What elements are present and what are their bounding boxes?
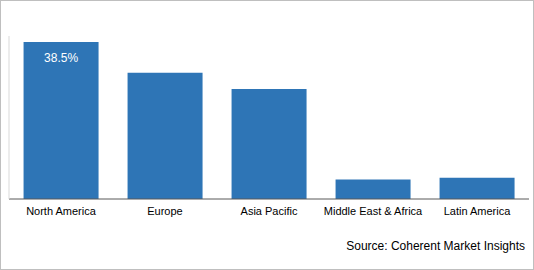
svg-text:Latin America: Latin America [444, 205, 512, 217]
svg-text:Europe: Europe [147, 205, 182, 217]
svg-text:Middle East & Africa: Middle East & Africa [324, 205, 423, 217]
svg-text:Asia Pacific: Asia Pacific [241, 205, 298, 217]
html-text:Source: Coherent Market Insigh: Source: Coherent Market Insights [346, 239, 525, 253]
svg-text:North America: North America [26, 205, 97, 217]
svg-text:38.5%: 38.5% [44, 51, 78, 65]
